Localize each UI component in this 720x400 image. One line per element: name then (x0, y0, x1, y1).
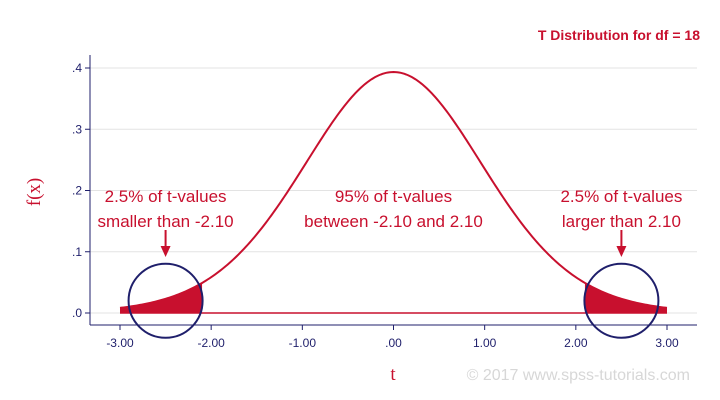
annotations: 2.5% of t-values smaller than -2.10 95% of… (98, 187, 682, 257)
annotation-line: 2.5% of t-values (560, 187, 682, 206)
y-tick-label: .1 (72, 245, 82, 259)
y-tick-label: .0 (72, 306, 82, 320)
tail-circle (127, 262, 204, 339)
x-tick-label: 2.00 (564, 336, 588, 350)
x-tick-label: 3.00 (655, 336, 679, 350)
x-axis-title: t (390, 364, 396, 385)
x-tick-label: -3.00 (106, 336, 134, 350)
density-curve (119, 71, 668, 309)
annotation-arrow-head (160, 246, 171, 257)
x-tick-label: -2.00 (197, 336, 225, 350)
shaded-tail (120, 282, 203, 313)
y-tick-label: .2 (72, 184, 82, 198)
watermark: © 2017 www.spss-tutorials.com (467, 367, 690, 384)
annotation-line: 2.5% of t-values (105, 187, 227, 206)
annotation-arrow-head (616, 246, 627, 257)
x-tick-label: -1.00 (289, 336, 317, 350)
y-axis-title: f(x) (24, 178, 45, 206)
x-tick-label: 1.00 (473, 336, 497, 350)
shaded-tail (584, 282, 667, 313)
chart-title: T Distribution for df = 18 (538, 27, 700, 43)
tail-circle (583, 262, 660, 339)
annotation-line: larger than 2.10 (562, 212, 681, 231)
y-tick-label: .4 (72, 61, 82, 75)
annotation-line: smaller than -2.10 (98, 212, 234, 231)
y-tick-label: .3 (72, 122, 82, 136)
x-tick-label: .00 (385, 336, 402, 350)
tail-circles (127, 262, 660, 339)
annotation-line: between -2.10 and 2.10 (304, 212, 483, 231)
annotation-line: 95% of t-values (335, 187, 452, 206)
axes: .0 .1 .2 .3 .4 -3.00 -2.00 -1.00 .00 1.00 2.00 3.00 (72, 55, 697, 350)
